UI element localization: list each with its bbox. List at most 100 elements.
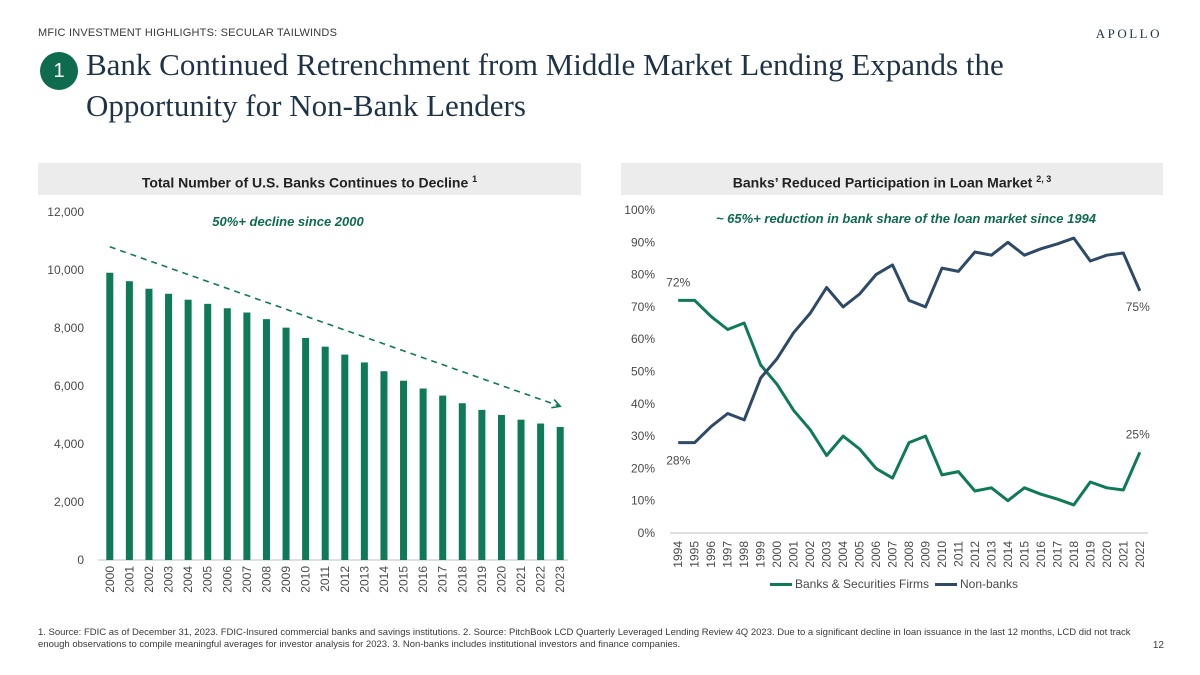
- bar-2014: [380, 371, 388, 560]
- line-x-tick-label: 2018: [1067, 541, 1081, 568]
- line-x-tick-label: 2003: [820, 541, 834, 568]
- line-data-label: 75%: [1126, 300, 1150, 314]
- line-y-tick-label: 30%: [631, 429, 655, 443]
- bar-x-tick-label: 2014: [377, 566, 391, 593]
- bar-x-tick-label: 2000: [103, 566, 117, 593]
- bar-2001: [125, 281, 133, 560]
- legend-label-banks: Banks & Securities Firms: [795, 577, 930, 591]
- line-annotation: ~ 65%+ reduction in bank share of the lo…: [716, 211, 1097, 226]
- bar-2012: [341, 354, 349, 560]
- bar-x-tick-label: 2004: [181, 566, 195, 593]
- line-x-tick-label: 2016: [1034, 541, 1048, 568]
- line-x-tick-label: 2005: [853, 541, 867, 568]
- bar-2002: [145, 288, 153, 560]
- bar-x-tick-label: 2016: [416, 566, 430, 593]
- bar-y-tick-label: 8,000: [54, 321, 84, 335]
- bar-2017: [439, 395, 447, 560]
- line-x-tick-label: 1998: [737, 541, 751, 568]
- series-line-banks: [678, 298, 1142, 507]
- bar-x-tick-label: 2008: [259, 566, 273, 593]
- bar-y-tick-label: 6,000: [54, 379, 84, 393]
- legend-swatch-nonbanks: [935, 582, 957, 586]
- line-x-tick-label: 2014: [1001, 541, 1015, 568]
- bar-x-tick-label: 2017: [436, 566, 450, 593]
- line-x-tick-label: 1996: [704, 541, 718, 568]
- line-y-tick-label: 20%: [631, 461, 655, 475]
- line-x-tick-label: 2010: [935, 541, 949, 568]
- right-chart-title: Banks’ Reduced Participation in Loan Mar…: [732, 174, 1033, 191]
- line-y-tick-label: 60%: [631, 332, 655, 346]
- legend-item-banks: Banks & Securities Firms: [770, 577, 929, 591]
- line-y-tick-label: 90%: [631, 235, 655, 249]
- line-x-tick-label: 2020: [1100, 541, 1114, 568]
- line-x-tick-label: 1994: [671, 541, 685, 568]
- bar-x-tick-label: 2003: [162, 566, 176, 593]
- bar-x-tick-label: 2018: [455, 566, 469, 593]
- legend-swatch-banks: [770, 582, 792, 586]
- line-x-tick-label: 2015: [1017, 541, 1031, 568]
- bar-x-tick-label: 2019: [475, 566, 489, 593]
- legend-label-nonbanks: Non-banks: [960, 577, 1019, 591]
- page-title: Bank Continued Retrenchment from Middle …: [86, 47, 1004, 123]
- line-data-label: 25%: [1126, 427, 1150, 441]
- bar-2021: [517, 419, 525, 560]
- bar-x-tick-label: 2011: [318, 566, 332, 592]
- bar-x-tick-label: 2022: [534, 566, 548, 593]
- bar-y-tick-label: 4,000: [54, 437, 84, 451]
- line-y-tick-label: 0%: [638, 526, 656, 540]
- right-chart-footnote-ref: 2, 3: [1036, 174, 1052, 184]
- line-x-tick-label: 2012: [968, 541, 982, 568]
- line-x-tick-label: 2008: [902, 541, 916, 568]
- bar-x-tick-label: 2013: [357, 566, 371, 593]
- page-number: 12: [1152, 640, 1164, 651]
- section-number-badge: 1: [40, 52, 78, 90]
- bar-2013: [360, 362, 368, 560]
- line-y-tick-label: 10%: [631, 494, 655, 508]
- line-y-tick-label: 40%: [631, 397, 655, 411]
- line-y-tick-label: 50%: [631, 365, 655, 379]
- bar-y-tick-label: 2,000: [54, 495, 84, 509]
- bar-2018: [458, 403, 466, 560]
- bar-y-tick-label: 10,000: [47, 263, 84, 277]
- legend-item-nonbanks: Non-banks: [935, 577, 1018, 591]
- line-x-tick-label: 2004: [836, 541, 850, 568]
- line-chart-legend: Banks & Securities Firms Non-banks: [0, 577, 1200, 593]
- left-chart-header: Total Number of U.S. Banks Continues to …: [38, 163, 581, 195]
- section-kicker: MFIC INVESTMENT HIGHLIGHTS: SECULAR TAIL…: [38, 27, 338, 39]
- line-y-tick-label: 70%: [631, 300, 655, 314]
- bar-x-tick-label: 2023: [553, 566, 567, 593]
- line-x-tick-label: 2013: [984, 541, 998, 568]
- bar-2008: [262, 319, 270, 560]
- left-chart-footnote-ref: 1: [472, 174, 478, 184]
- bar-x-tick-label: 2012: [338, 566, 352, 593]
- line-data-label: 72%: [666, 275, 690, 289]
- bar-x-tick-label: 2009: [279, 566, 293, 593]
- bar-y-tick-label: 0: [77, 553, 84, 567]
- bar-x-tick-label: 2001: [122, 566, 136, 593]
- trend-arrow-line: [109, 246, 561, 408]
- bar-2010: [302, 337, 310, 560]
- bar-2011: [321, 346, 329, 560]
- line-x-tick-label: 2011: [951, 541, 965, 567]
- series-line-nonbanks: [678, 236, 1142, 445]
- line-x-tick-label: 1995: [688, 541, 702, 568]
- line-x-tick-label: 2022: [1133, 541, 1147, 568]
- line-x-tick-label: 2007: [886, 541, 900, 568]
- bar-2020: [497, 414, 505, 560]
- trend-arrow-head: [551, 399, 562, 409]
- bar-x-tick-label: 2007: [240, 566, 254, 593]
- line-x-tick-label: 2006: [869, 541, 883, 568]
- right-chart-header: Banks’ Reduced Participation in Loan Mar…: [621, 163, 1163, 195]
- bar-2009: [282, 327, 290, 560]
- left-chart-title: Total Number of U.S. Banks Continues to …: [141, 174, 469, 191]
- bar-y-tick-label: 12,000: [47, 205, 84, 219]
- line-x-tick-label: 2019: [1083, 541, 1097, 568]
- line-y-tick-label: 100%: [624, 203, 655, 217]
- bar-2016: [419, 388, 427, 560]
- line-y-tick-label: 80%: [631, 268, 655, 282]
- line-x-tick-label: 1999: [754, 541, 768, 568]
- bar-2019: [478, 409, 486, 560]
- footnote: 1. Source: FDIC as of December 31, 2023.…: [38, 627, 1131, 650]
- line-x-tick-label: 2000: [770, 541, 784, 568]
